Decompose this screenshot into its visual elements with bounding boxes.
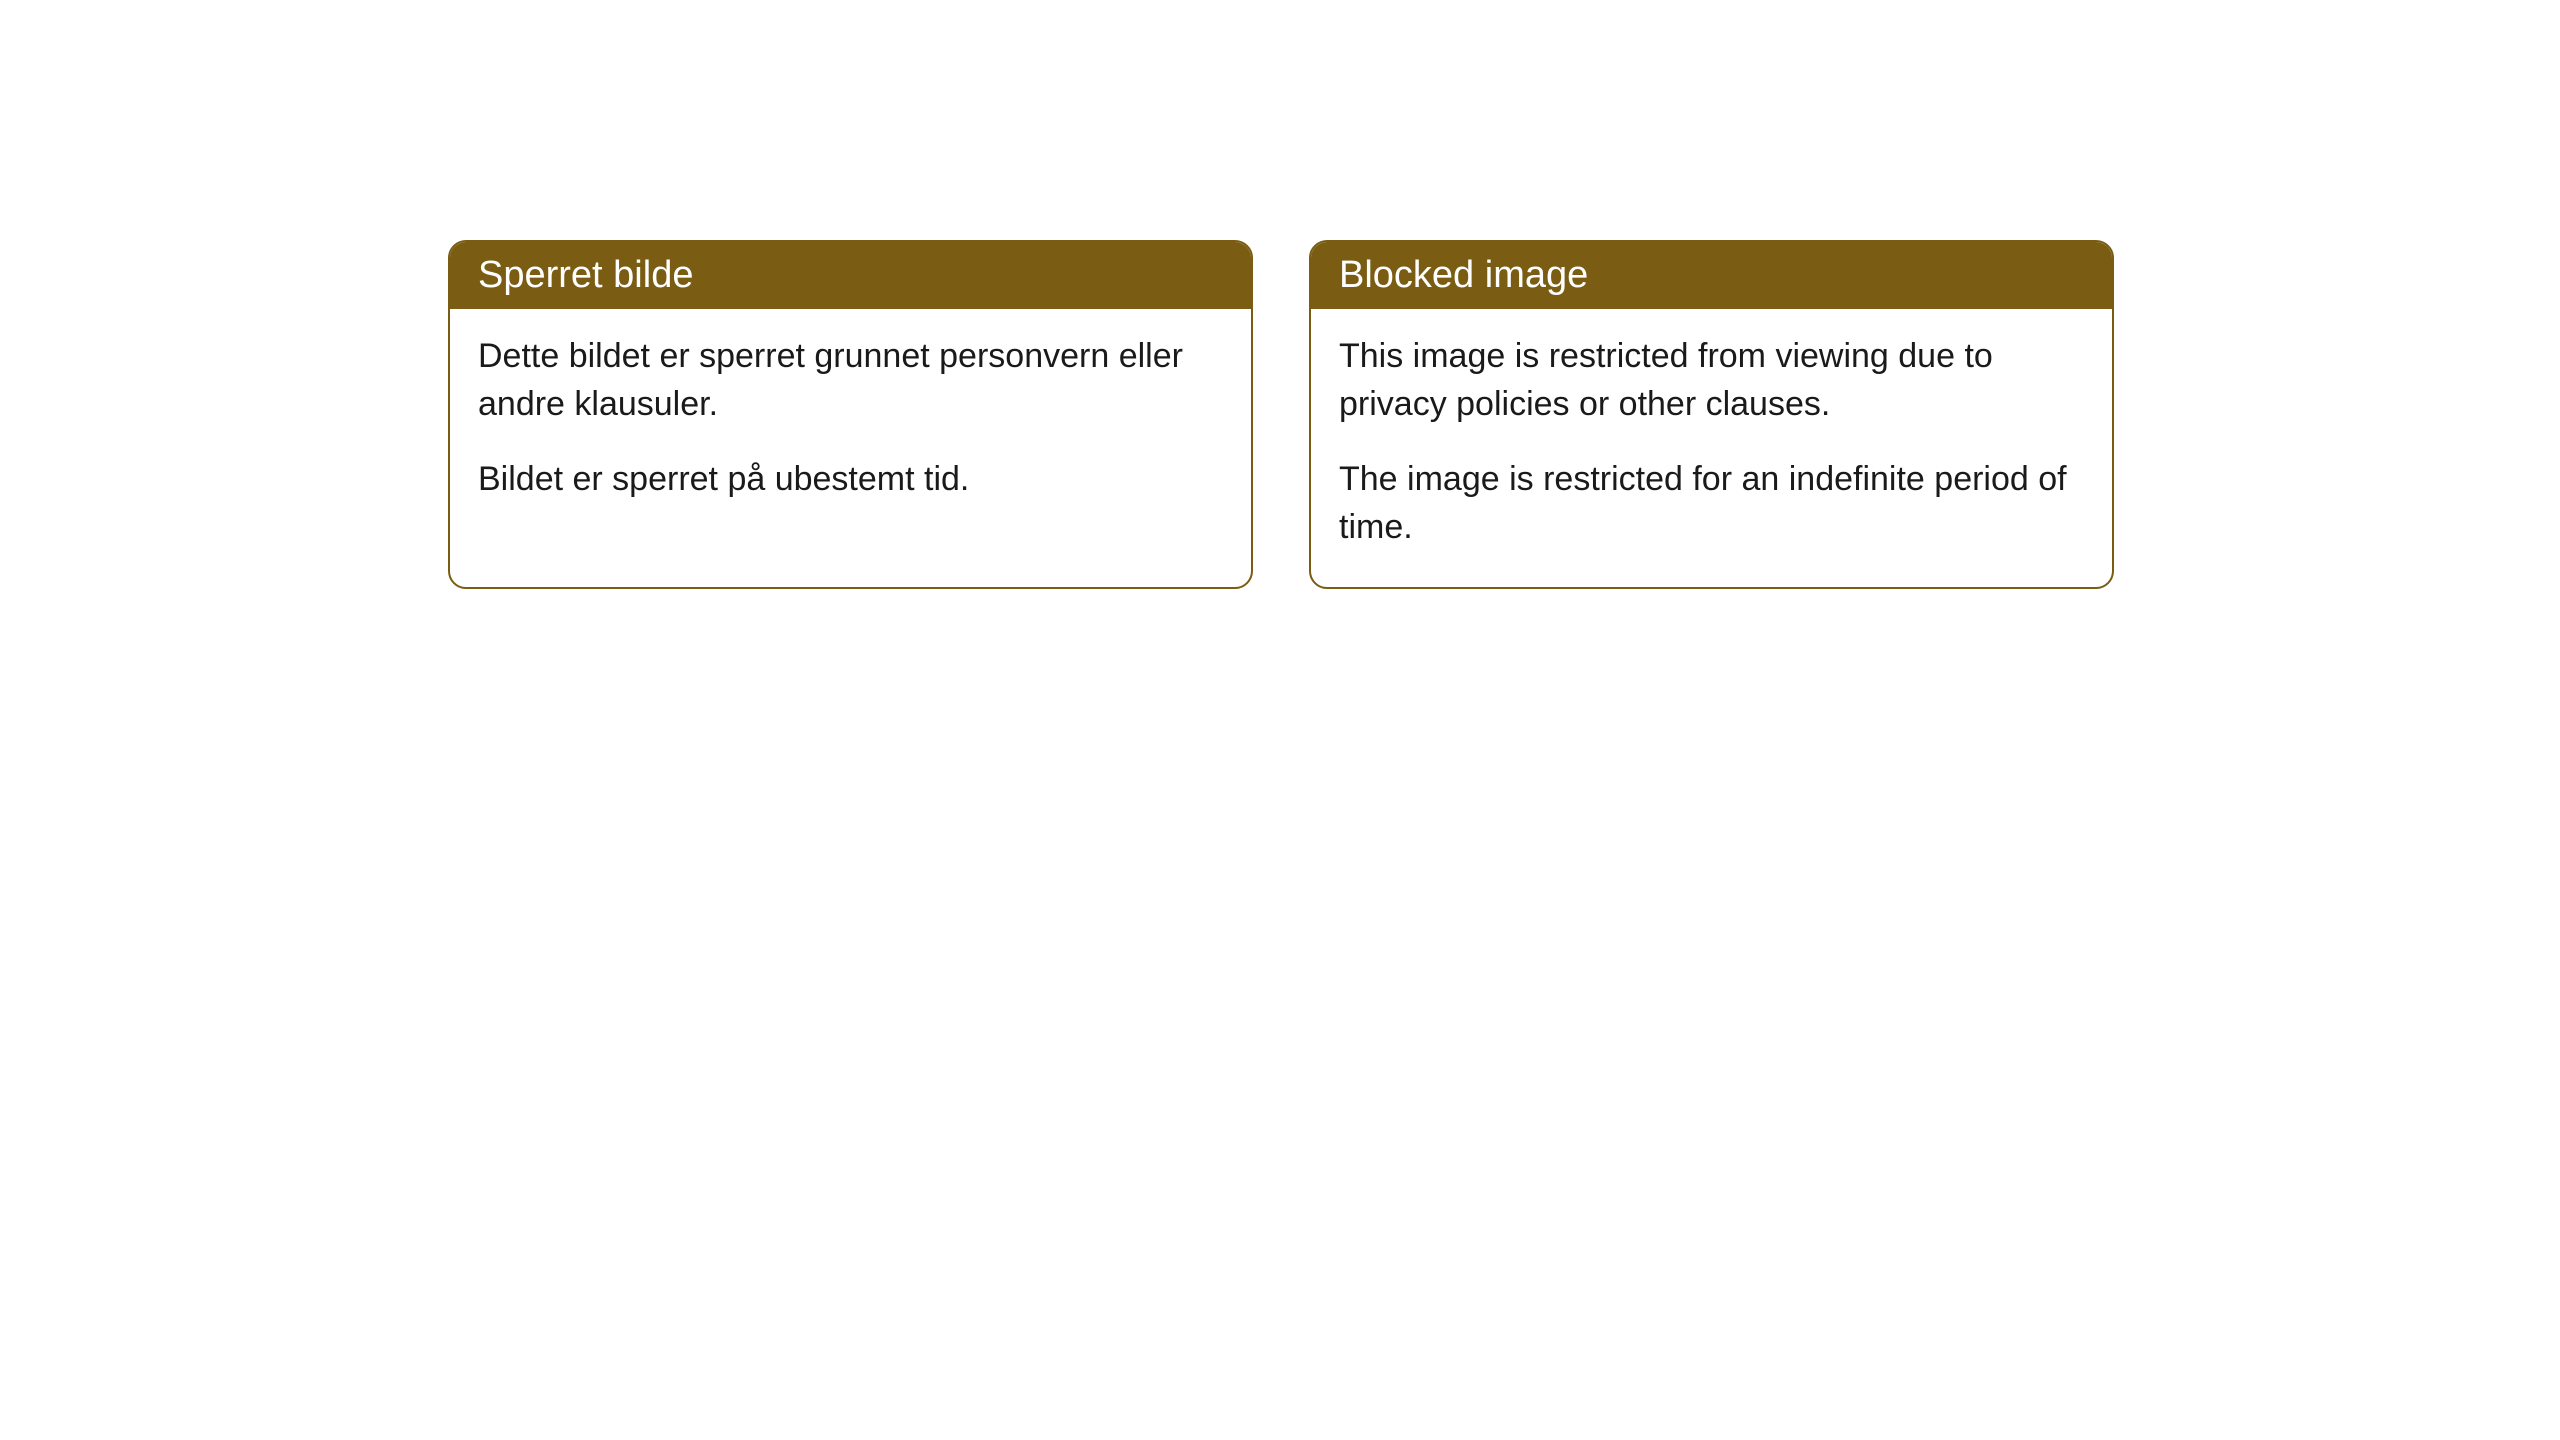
card-title: Sperret bilde	[478, 254, 693, 296]
card-title: Blocked image	[1339, 254, 1588, 296]
notice-card-norwegian: Sperret bilde Dette bildet er sperret gr…	[448, 240, 1253, 589]
card-body: Dette bildet er sperret grunnet personve…	[450, 309, 1251, 540]
notice-card-english: Blocked image This image is restricted f…	[1309, 240, 2114, 589]
card-header: Sperret bilde	[450, 242, 1251, 309]
card-paragraph: Bildet er sperret på ubestemt tid.	[478, 456, 1223, 504]
card-paragraph: The image is restricted for an indefinit…	[1339, 456, 2084, 551]
card-header: Blocked image	[1311, 242, 2112, 309]
notice-cards-container: Sperret bilde Dette bildet er sperret gr…	[448, 240, 2114, 589]
card-paragraph: Dette bildet er sperret grunnet personve…	[478, 333, 1223, 428]
card-body: This image is restricted from viewing du…	[1311, 309, 2112, 587]
card-paragraph: This image is restricted from viewing du…	[1339, 333, 2084, 428]
